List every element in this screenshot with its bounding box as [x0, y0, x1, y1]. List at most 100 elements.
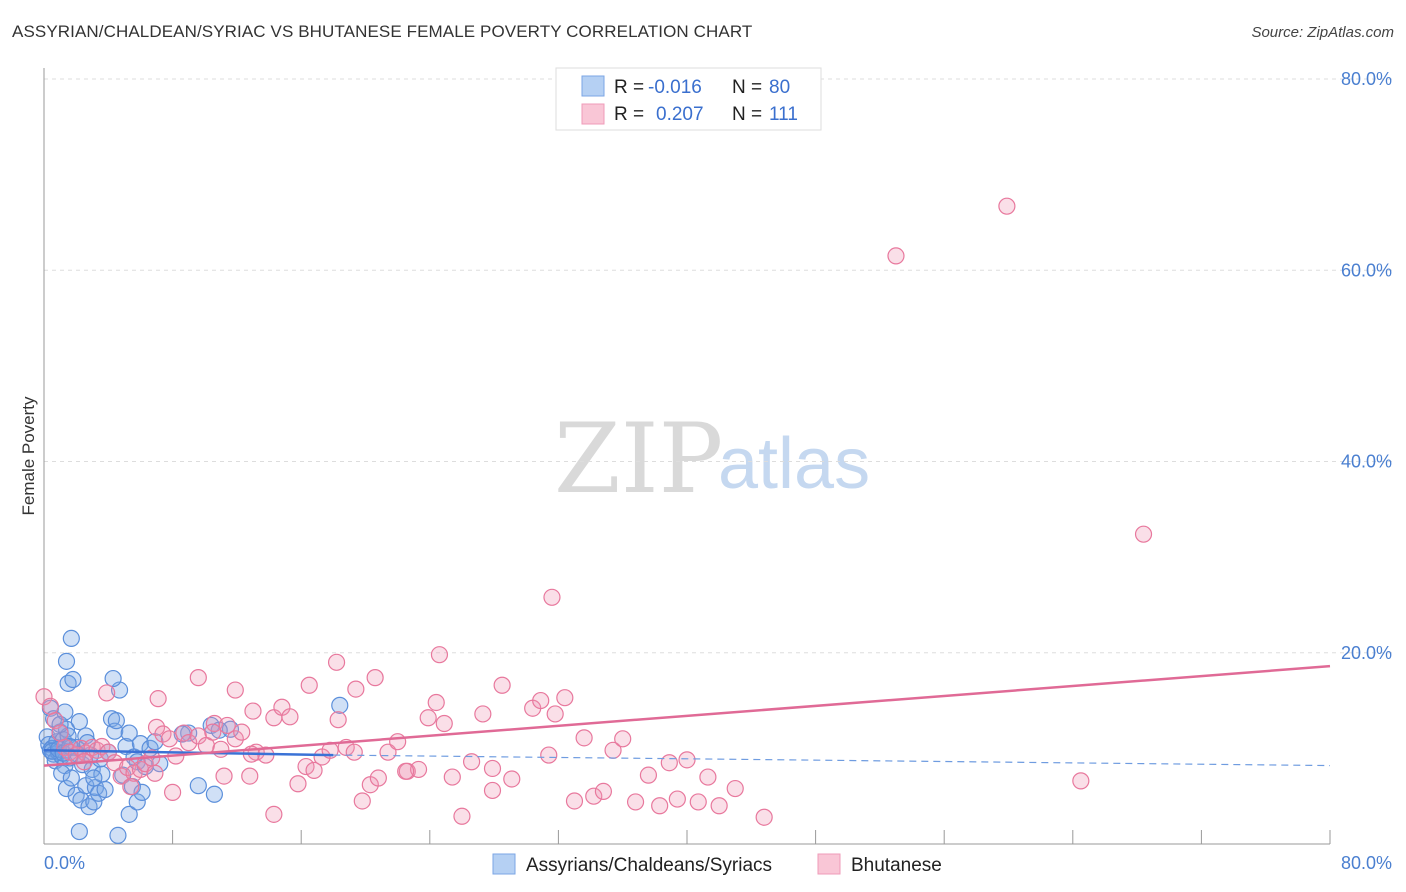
- assyrians-point-45: [109, 826, 127, 844]
- bhutanese-point-69: [565, 792, 584, 810]
- bhutanese-point-51: [389, 733, 407, 751]
- bhutanese-point-59: [462, 753, 481, 771]
- bhutanese-point-14: [112, 767, 130, 785]
- bhutanese-point-77: [651, 797, 669, 815]
- watermark-atlas: atlas: [718, 424, 870, 504]
- bhutanese-point-71: [585, 787, 603, 805]
- series-legend: Assyrians/Chaldeans/Syriacs Bhutanese: [492, 853, 942, 876]
- bhutanese-point-47: [353, 792, 371, 810]
- trend-line-assyrians: [43, 749, 334, 757]
- bhutanese-point-53: [409, 760, 428, 779]
- bhutanese-point-83: [710, 797, 728, 815]
- bhutanese-point-46: [345, 743, 363, 761]
- bhutanese-point-95: [98, 684, 116, 702]
- bhutanese-point-58: [453, 807, 471, 825]
- legend-r-label-2: R =: [614, 104, 644, 125]
- bhutanese-point-108: [204, 723, 222, 741]
- assyrians-point-23: [64, 670, 82, 689]
- legend-n-value-assyrians: 80: [769, 77, 790, 98]
- bhutanese-point-24: [175, 724, 193, 742]
- bhutanese-point-65: [532, 691, 550, 710]
- trend-lines: [43, 664, 1331, 767]
- bhutanese-point-39: [289, 775, 307, 793]
- bhutanese-point-101: [122, 778, 140, 796]
- bhutanese-point-74: [614, 730, 632, 748]
- legend-r-value-assyrians: -0.016: [648, 77, 702, 98]
- bhutanese-point-82: [699, 768, 717, 786]
- bhutanese-point-90: [347, 680, 365, 698]
- bhutanese-point-80: [678, 751, 696, 769]
- assyrians-point-39: [85, 793, 103, 811]
- x-axis-ticks: [172, 830, 1331, 844]
- legend-r-value-bhutanese: 0.207: [656, 104, 704, 125]
- bhutanese-point-40: [297, 757, 315, 776]
- bhutanese-point-0: [35, 688, 53, 706]
- bhutanese-point-94: [149, 690, 167, 708]
- bhutanese-point-61: [483, 759, 502, 778]
- bhutanese-point-57: [443, 768, 461, 786]
- assyrians-point-33: [57, 779, 76, 798]
- bhutanese-point-106: [397, 762, 415, 780]
- bhutanese-point-93: [543, 588, 561, 606]
- assyrians-point-70: [205, 785, 223, 803]
- bhutanese-point-44: [329, 711, 347, 729]
- chart-title: ASSYRIAN/CHALDEAN/SYRIAC VS BHUTANESE FE…: [12, 22, 753, 41]
- bhutanese-point-56: [435, 714, 453, 733]
- bhutanese-point-63: [503, 770, 521, 788]
- bhutanese-point-110: [244, 702, 262, 720]
- assyrians-point-69: [189, 777, 207, 795]
- assyrians-point-47: [128, 793, 146, 811]
- bhutanese-point-86: [189, 669, 207, 687]
- assyrians-point-52: [104, 669, 122, 688]
- bhutanese-point-76: [639, 766, 658, 784]
- bhutanese-point-54: [419, 709, 437, 727]
- bhutanese-point-62: [493, 676, 511, 694]
- y-tick-label-80: 80.0%: [1341, 69, 1392, 89]
- y-axis-label: Female Poverty: [19, 396, 38, 516]
- bhutanese-point-67: [546, 705, 564, 723]
- gridlines: [44, 78, 1392, 654]
- bhutanese-point-89: [327, 653, 346, 671]
- bhutanese-point-78: [660, 754, 678, 772]
- legend-n-value-bhutanese: 111: [769, 104, 798, 125]
- bhutanese-point-72: [594, 782, 613, 801]
- bhutanese-point-41: [305, 761, 323, 779]
- legend-n-label-2: N =: [732, 104, 762, 125]
- bhutanese-point-81: [689, 793, 707, 811]
- assyrians-point-75: [331, 696, 349, 714]
- x-tick-label-min: 0.0%: [44, 853, 85, 873]
- bhutanese-point-109: [215, 767, 233, 785]
- bhutanese-point-107: [483, 781, 502, 800]
- assyrians-point-54: [120, 724, 138, 742]
- bhutanese-point-55: [427, 693, 445, 712]
- assyrians-point-22: [62, 629, 80, 648]
- bhutanese-point-96: [887, 247, 905, 265]
- bhutanese-point-87: [226, 681, 244, 699]
- y-axis-tick-labels: 20.0% 40.0% 60.0% 80.0%: [1341, 69, 1392, 663]
- bhutanese-point-99: [1072, 772, 1090, 790]
- y-tick-label-20: 20.0%: [1341, 643, 1392, 663]
- correlation-legend: R = -0.016 N = 80 R = 0.207 N = 111: [555, 67, 822, 131]
- assyrians-point-38: [80, 798, 98, 816]
- legend-swatch-bhutanese: [581, 103, 605, 125]
- assyrians-point-26: [70, 712, 88, 731]
- bhutanese-point-68: [556, 689, 574, 707]
- bottom-legend-swatch-bhutanese: [817, 853, 841, 875]
- x-tick-label-max: 80.0%: [1341, 853, 1392, 873]
- assyrians-point-46: [120, 805, 138, 823]
- bhutanese-point-98: [1134, 525, 1153, 543]
- bhutanese-point-84: [726, 779, 744, 798]
- bhutanese-point-49: [369, 769, 387, 787]
- assyrians-point-34: [62, 769, 80, 787]
- legend-swatch-assyrians: [581, 75, 605, 97]
- bhutanese-point-66: [540, 746, 558, 764]
- bhutanese-point-103: [164, 783, 182, 801]
- assyrians-point-50: [107, 712, 125, 730]
- bhutanese-point-79: [668, 790, 686, 808]
- bhutanese-point-33: [241, 767, 259, 785]
- bhutanese-point-22: [160, 730, 178, 748]
- bhutanese-point-1: [41, 697, 60, 715]
- bhutanese-point-88: [300, 676, 318, 694]
- bhutanese-point-38: [281, 708, 299, 726]
- assyrians-point-44: [70, 822, 88, 841]
